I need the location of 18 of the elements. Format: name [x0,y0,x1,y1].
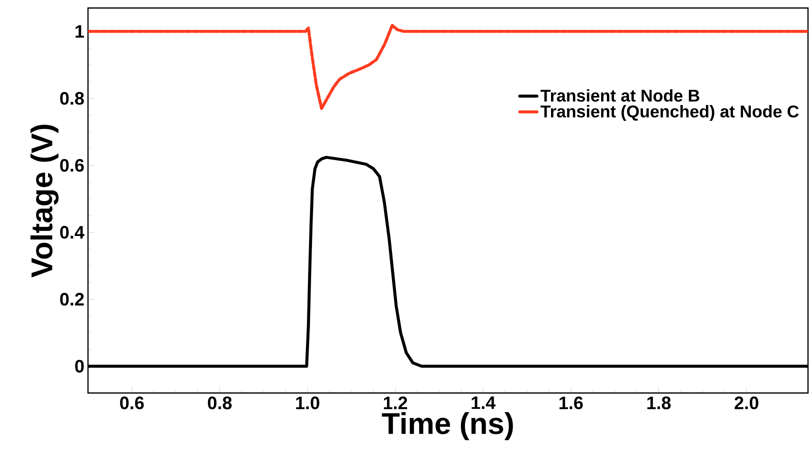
y-tick-label: 0.8 [60,92,84,105]
x-tick-label: 1.0 [296,396,320,410]
x-tick-label: 1.2 [384,396,408,410]
legend-label: Transient at Node B [540,89,700,102]
x-axis-title: Time (ns) [382,412,513,440]
x-tick-label: 1.6 [560,396,583,410]
y-tick-label: 0.6 [60,158,84,172]
y-tick-label: 0 [75,360,84,373]
y-tick-label: 0.2 [60,292,84,306]
x-tick-label: 0.8 [208,396,232,410]
legend-label: Transient (Quenched) at Node C [540,105,799,121]
y-tick-label: 0.4 [60,226,84,239]
y-tick-label: 1 [76,25,84,38]
x-tick-label: 0.6 [120,396,144,410]
x-tick-label: 1.4 [472,396,496,409]
x-tick-label: 2.0 [734,396,758,410]
x-tick-label: 1.8 [647,396,671,410]
y-axis-title: Voltage (V) [30,124,59,278]
